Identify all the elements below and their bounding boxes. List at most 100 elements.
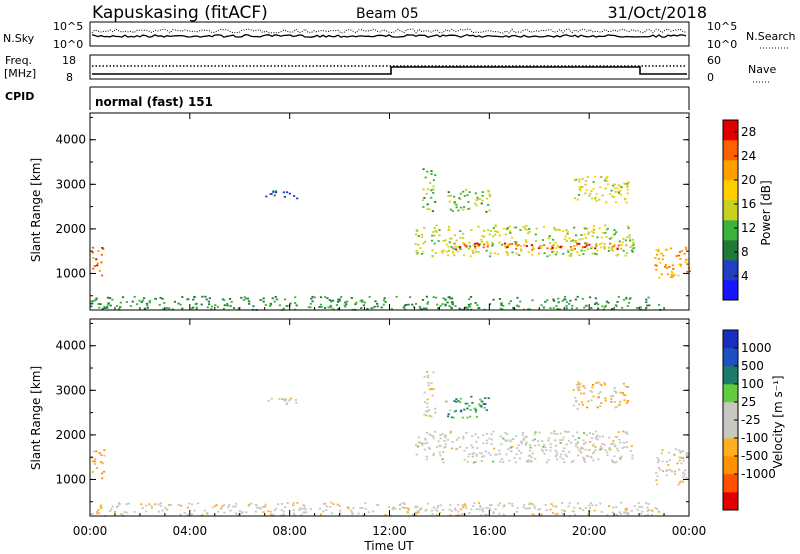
data-cell [403,304,407,307]
data-cell [467,306,470,309]
data-cell [294,302,297,304]
data-cell [454,245,457,248]
data-cell [590,437,594,439]
data-cell [610,308,614,310]
data-cell [621,306,624,309]
data-cell [624,511,627,514]
data-cell [515,510,519,513]
data-cell [580,392,583,395]
data-cell [604,306,607,308]
data-cell [459,206,463,209]
data-cell [100,507,103,509]
data-cell [455,203,458,206]
data-cell [450,306,453,309]
data-cell [595,382,598,384]
data-cell [565,431,568,433]
data-cell [573,226,576,229]
data-cell [284,397,287,400]
data-cell [248,303,251,305]
data-cell [106,305,109,308]
data-cell [487,204,490,206]
data-cell [619,457,622,460]
data-cell [452,251,455,254]
data-cell [657,250,660,253]
data-cell [576,431,579,434]
data-cell [595,504,598,507]
data-cell [559,456,562,459]
data-cell [522,503,526,506]
data-cell [423,307,426,310]
data-cell [420,507,423,510]
data-cell [432,185,435,188]
data-cell [474,407,477,410]
data-cell [362,304,365,307]
data-cell [612,184,615,187]
data-cell [426,410,430,412]
data-cell [466,308,469,311]
data-cell [620,186,623,189]
data-cell [447,250,450,252]
data-cell [458,197,461,199]
data-cell [465,507,468,510]
data-cell [214,505,217,508]
data-cell [351,511,354,514]
data-cell [475,250,478,253]
data-cell [464,505,467,507]
velocity-data-cells [90,371,690,517]
data-cell [551,245,554,248]
data-cell [586,248,589,251]
data-cell [468,453,471,455]
data-cell [318,507,322,510]
data-cell [549,446,552,449]
data-cell [571,304,574,307]
data-cell [480,452,483,455]
data-cell [440,250,444,253]
data-cell [426,376,429,379]
data-cell [493,447,496,450]
data-cell [547,459,550,461]
data-cell [552,244,555,247]
data-cell [370,307,373,310]
data-cell [519,300,522,303]
data-cell [489,504,492,506]
data-cell [485,249,488,252]
data-cell [433,242,436,245]
data-cell [92,460,95,463]
data-cell [614,435,617,438]
data-cell [469,303,472,305]
data-cell [111,298,114,301]
data-cell [421,442,424,445]
data-cell [575,443,578,445]
data-cell [620,501,623,504]
data-cell [561,245,564,248]
data-cell [220,507,223,510]
y-tick-label: 3000 [55,383,86,397]
data-cell [590,247,593,250]
data-cell [419,442,422,444]
data-cell [585,244,588,247]
data-cell [487,397,490,400]
data-cell [668,266,671,268]
data-cell [281,398,284,400]
data-cell [587,231,590,234]
data-cell [640,512,643,515]
data-cell [571,239,574,242]
data-cell [554,455,558,458]
data-cell [596,434,599,437]
data-cell [430,388,433,390]
data-cell [430,196,433,199]
data-cell [629,246,632,249]
data-cell [571,510,574,513]
data-cell [645,502,648,505]
data-cell [659,468,662,471]
data-cell [320,306,323,308]
data-cell [615,514,618,516]
data-cell [474,245,477,248]
data-cell [625,431,628,434]
data-cell [577,437,581,439]
data-cell [572,389,575,391]
data-cell [501,243,504,246]
data-cell [462,190,465,193]
data-cell [610,443,613,446]
